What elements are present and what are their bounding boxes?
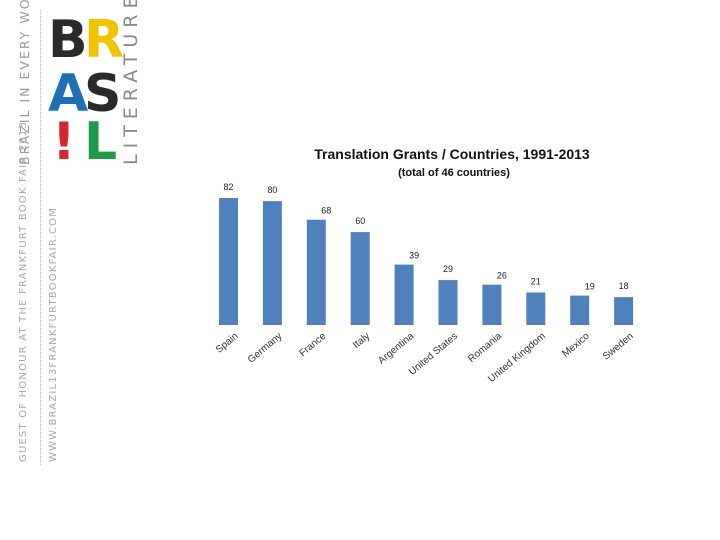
value-label-argentina: 39 — [409, 251, 419, 261]
category-label-sweden: Sweden — [601, 331, 636, 363]
logo-letter-s: S — [84, 64, 122, 124]
logo-letter-exclamation: ! — [52, 112, 76, 172]
bar-spain — [219, 198, 238, 325]
value-label-germany: 80 — [267, 185, 277, 195]
bar-united-kingdom — [526, 292, 546, 325]
category-label-argentina: Argentina — [376, 331, 416, 367]
category-label-germany: Germany — [246, 331, 285, 366]
category-label-italy: Italy — [351, 331, 372, 351]
category-label-spain: Spain — [214, 331, 241, 356]
bar-italy — [350, 232, 370, 325]
value-label-sweden: 18 — [619, 281, 629, 291]
value-label-united-kingdom: 21 — [531, 277, 541, 287]
value-label-italy: 60 — [355, 216, 365, 226]
bar-sweden — [614, 297, 634, 325]
value-label-spain: 82 — [223, 182, 233, 192]
chart-title: Translation Grants / Countries, 1991-201… — [314, 146, 590, 162]
value-label-france: 68 — [321, 206, 331, 216]
category-label-mexico: Mexico — [560, 331, 592, 360]
logo-letter-a: A — [48, 64, 89, 124]
value-label-mexico: 19 — [585, 282, 595, 292]
category-label-romania: Romania — [466, 331, 504, 365]
logo-letter-l: L — [84, 112, 118, 172]
bar-germany — [262, 201, 282, 325]
dotted-divider — [40, 10, 41, 465]
chart-subtitle: (total of 46 countries) — [398, 167, 510, 179]
bar-mexico — [570, 295, 590, 325]
logo-letter-r: R — [84, 10, 125, 70]
logo-letter-b: B — [48, 10, 88, 70]
value-label-united-states: 29 — [443, 264, 453, 274]
value-label-romania: 26 — [497, 271, 507, 281]
bar-france — [306, 219, 326, 325]
bar-romania — [482, 284, 502, 325]
category-label-france: France — [297, 330, 328, 359]
bar-united-states — [438, 280, 458, 325]
bar-argentina — [394, 264, 414, 325]
